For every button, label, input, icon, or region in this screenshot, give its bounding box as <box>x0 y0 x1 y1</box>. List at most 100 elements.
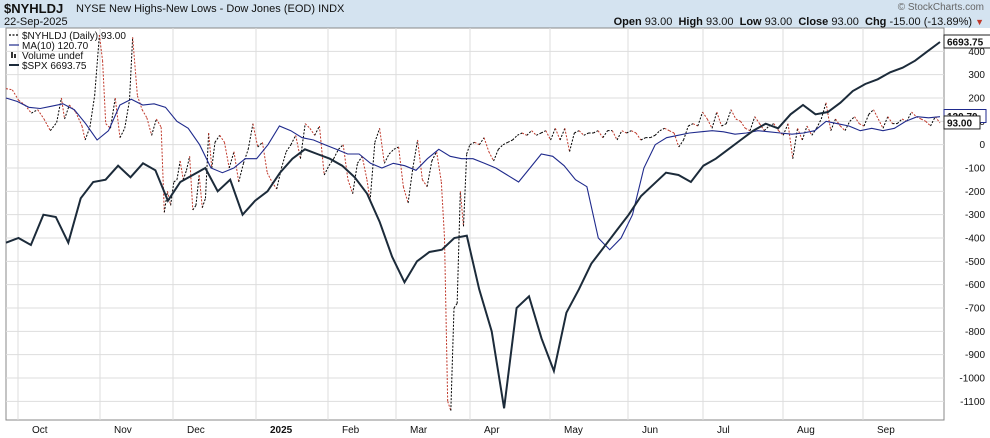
x-axis: Oct Nov Dec 2025 Feb Mar Apr May Jun Jul Aug Sep <box>32 425 895 436</box>
nyhldj-segment <box>859 123 865 127</box>
nyhldj-segment <box>204 132 210 199</box>
y-tick-label: -100 <box>965 164 985 175</box>
nyhldj-segment <box>31 109 38 114</box>
x-tick-label: Nov <box>114 425 132 436</box>
nyhldj-segment <box>64 104 70 120</box>
low-label: Low <box>739 16 762 28</box>
y-tick-label: -800 <box>965 327 985 338</box>
nyhldj-segment <box>806 125 813 136</box>
nyhldj-segment <box>163 191 168 213</box>
x-tick-label: Feb <box>342 425 360 436</box>
y-tick-label: -300 <box>965 210 985 221</box>
value-tag-label: 93.00 <box>947 118 972 129</box>
nyhldj-segment <box>745 127 751 132</box>
nyhldj-segment <box>318 125 325 176</box>
nyhldj-segment <box>447 401 452 411</box>
nyhldj-segment <box>37 109 45 120</box>
nyhldj-segment <box>374 128 381 143</box>
nyhldj-segment <box>440 181 446 239</box>
nyhldj-segment <box>463 153 468 227</box>
x-tick-label: Mar <box>410 425 428 436</box>
nyhldj-segment <box>176 160 181 180</box>
nyhldj-segment <box>488 151 495 162</box>
nyhldj-segment <box>192 205 197 211</box>
nyhldj-segment <box>631 130 637 134</box>
nyhldj-segment <box>75 111 83 127</box>
low-value: 93.00 <box>764 16 793 28</box>
nyhldj-segment <box>749 116 756 131</box>
nyhldj-segment <box>18 99 26 106</box>
nyhldj-segment <box>261 142 268 173</box>
y-tick-label: -600 <box>965 280 985 291</box>
date-label: 22-Sep-2025 <box>4 16 68 28</box>
series-lines <box>5 34 941 411</box>
nyhldj-segment <box>896 118 903 125</box>
grid-lines <box>6 28 944 420</box>
nyhldj-segment <box>678 139 684 148</box>
nyhldj-segment <box>179 160 184 180</box>
nyhldj-segment <box>342 144 349 180</box>
nyhldj-segment <box>730 109 737 120</box>
ohlc-readout: Open 93.00 High 93.00 Low 93.00 Close 93… <box>614 16 984 28</box>
nyhldj-segment <box>507 139 513 143</box>
nyhldj-segment <box>669 130 675 134</box>
open-value: 93.00 <box>644 16 673 28</box>
nyhldj-segment <box>333 149 339 159</box>
volume-bar-icon <box>14 54 16 58</box>
nyhldj-segment <box>621 130 627 134</box>
nyhldj-segment <box>611 130 618 141</box>
nyhldj-segment <box>155 118 162 128</box>
y-tick-label: -500 <box>965 257 985 268</box>
nyhldj-segment <box>173 179 178 183</box>
y-tick-label: -900 <box>965 350 985 361</box>
nyhldj-segment <box>456 191 461 304</box>
nyhldj-segment <box>379 128 385 164</box>
ma10-line <box>5 97 941 251</box>
x-tick-label: Jun <box>642 425 658 436</box>
nyhldj-segment <box>578 130 585 136</box>
nyhldj-segment <box>466 144 471 155</box>
nyhldj-segment <box>201 198 206 208</box>
nyhldj-segment <box>536 132 542 136</box>
y-tick-label: -200 <box>965 187 985 198</box>
nyhldj-segment <box>459 191 464 227</box>
nyhldj-segment <box>787 123 794 159</box>
nyhldj-segment <box>593 130 599 134</box>
nyhldj-segment <box>474 141 480 146</box>
nyhldj-segment <box>198 174 203 208</box>
y-tick-label: -1000 <box>959 374 985 385</box>
nyhldj-segment <box>502 141 509 146</box>
brand-logo: © StockCharts.com <box>897 2 984 13</box>
nyhldj-segment <box>402 186 409 204</box>
y-tick-label: 400 <box>968 47 985 58</box>
x-tick-label: Sep <box>877 425 895 436</box>
nyhldj-segment <box>673 132 680 148</box>
nyhldj-segment <box>512 134 518 141</box>
nyhldj-segment <box>650 134 656 139</box>
nyhldj-segment <box>185 156 191 171</box>
nyhldj-segment <box>309 128 316 136</box>
nyhldj-segment <box>659 127 665 132</box>
nyhldj-segment <box>583 132 589 136</box>
nyhldj-segment <box>754 116 760 124</box>
nyhldj-segment <box>469 141 475 146</box>
nyhldj-segment <box>242 149 249 164</box>
nyhldj-segment <box>295 135 301 159</box>
nyhldj-segment <box>43 118 51 131</box>
nyhldj-segment <box>124 100 130 129</box>
nyhldj-segment <box>692 123 699 127</box>
nyhldj-segment <box>873 109 879 120</box>
y-tick-label: 200 <box>968 94 985 105</box>
nyhldj-segment <box>357 156 363 164</box>
nyhldj-segment <box>89 95 96 128</box>
nyhldj-segment <box>835 118 841 127</box>
nyhldj-segment <box>223 142 230 169</box>
nyhldj-segment <box>98 34 104 61</box>
spx-line <box>5 41 941 409</box>
value-tag-box <box>943 34 990 49</box>
nyhldj-segment <box>478 137 485 145</box>
nyhldj-segment <box>211 142 216 169</box>
nyhldj-segment <box>102 60 107 124</box>
